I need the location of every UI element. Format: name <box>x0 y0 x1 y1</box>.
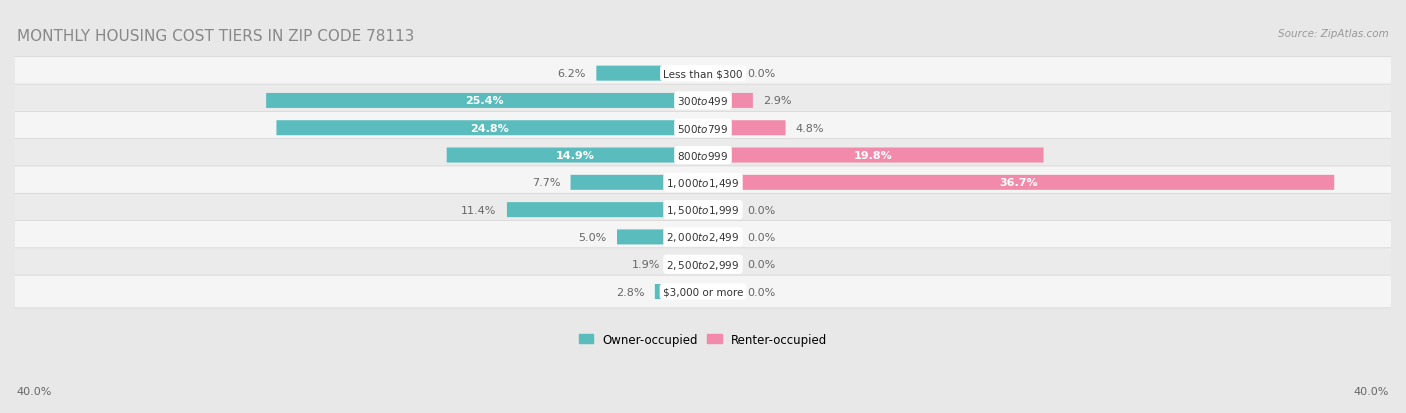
FancyBboxPatch shape <box>703 284 737 299</box>
FancyBboxPatch shape <box>277 121 703 136</box>
Text: $800 to $999: $800 to $999 <box>678 150 728 161</box>
FancyBboxPatch shape <box>703 121 786 136</box>
Text: Less than $300: Less than $300 <box>664 69 742 79</box>
FancyBboxPatch shape <box>11 248 1395 281</box>
FancyBboxPatch shape <box>703 176 1334 190</box>
Text: 0.0%: 0.0% <box>748 233 776 242</box>
FancyBboxPatch shape <box>508 203 703 218</box>
Text: 7.7%: 7.7% <box>531 178 560 188</box>
FancyBboxPatch shape <box>11 275 1395 308</box>
Text: 0.0%: 0.0% <box>748 205 776 215</box>
Text: 0.0%: 0.0% <box>748 260 776 270</box>
Text: $2,000 to $2,499: $2,000 to $2,499 <box>666 231 740 244</box>
FancyBboxPatch shape <box>571 176 703 190</box>
Text: 6.2%: 6.2% <box>558 69 586 79</box>
FancyBboxPatch shape <box>703 203 737 218</box>
FancyBboxPatch shape <box>703 257 737 272</box>
FancyBboxPatch shape <box>11 58 1395 90</box>
Text: $3,000 or more: $3,000 or more <box>662 287 744 297</box>
FancyBboxPatch shape <box>655 284 703 299</box>
Text: 11.4%: 11.4% <box>461 205 496 215</box>
Text: $1,000 to $1,499: $1,000 to $1,499 <box>666 176 740 190</box>
Text: 24.8%: 24.8% <box>471 123 509 133</box>
Text: $300 to $499: $300 to $499 <box>678 95 728 107</box>
Text: $2,500 to $2,999: $2,500 to $2,999 <box>666 258 740 271</box>
Text: MONTHLY HOUSING COST TIERS IN ZIP CODE 78113: MONTHLY HOUSING COST TIERS IN ZIP CODE 7… <box>17 29 415 44</box>
Text: 14.9%: 14.9% <box>555 151 595 161</box>
FancyBboxPatch shape <box>703 230 737 245</box>
Text: $1,500 to $1,999: $1,500 to $1,999 <box>666 204 740 216</box>
FancyBboxPatch shape <box>447 148 703 163</box>
Text: 40.0%: 40.0% <box>17 387 52 396</box>
FancyBboxPatch shape <box>671 257 703 272</box>
FancyBboxPatch shape <box>703 148 1043 163</box>
Text: 0.0%: 0.0% <box>748 69 776 79</box>
FancyBboxPatch shape <box>596 66 703 81</box>
Text: 19.8%: 19.8% <box>853 151 893 161</box>
FancyBboxPatch shape <box>11 166 1395 199</box>
FancyBboxPatch shape <box>11 139 1395 172</box>
FancyBboxPatch shape <box>617 230 703 245</box>
Text: $500 to $799: $500 to $799 <box>678 122 728 134</box>
FancyBboxPatch shape <box>703 94 752 109</box>
Text: 40.0%: 40.0% <box>1354 387 1389 396</box>
Text: 2.8%: 2.8% <box>616 287 644 297</box>
FancyBboxPatch shape <box>266 94 703 109</box>
Text: 1.9%: 1.9% <box>631 260 659 270</box>
Text: 36.7%: 36.7% <box>1000 178 1038 188</box>
Text: Source: ZipAtlas.com: Source: ZipAtlas.com <box>1278 29 1389 39</box>
FancyBboxPatch shape <box>703 66 737 81</box>
Legend: Owner-occupied, Renter-occupied: Owner-occupied, Renter-occupied <box>575 329 831 349</box>
Text: 0.0%: 0.0% <box>748 287 776 297</box>
Text: 5.0%: 5.0% <box>578 233 606 242</box>
FancyBboxPatch shape <box>11 85 1395 118</box>
Text: 4.8%: 4.8% <box>796 123 824 133</box>
Text: 25.4%: 25.4% <box>465 96 503 106</box>
FancyBboxPatch shape <box>11 112 1395 145</box>
FancyBboxPatch shape <box>11 221 1395 254</box>
Text: 2.9%: 2.9% <box>763 96 792 106</box>
FancyBboxPatch shape <box>11 194 1395 226</box>
